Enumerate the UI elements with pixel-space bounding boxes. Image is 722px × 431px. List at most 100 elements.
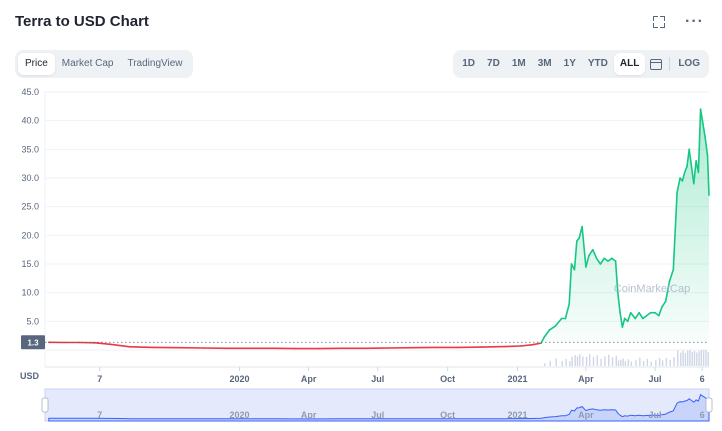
price-segment xyxy=(621,317,626,328)
volume-bar xyxy=(702,350,705,366)
y-tick-label: 35.0 xyxy=(21,144,39,154)
price-segment xyxy=(614,260,619,294)
volume-bar xyxy=(622,358,624,366)
volume-bar xyxy=(661,360,664,366)
price-segment xyxy=(480,345,506,348)
y-tick-label: 15.0 xyxy=(21,259,39,269)
volume-bar xyxy=(655,359,657,366)
volume-bar xyxy=(627,359,630,367)
volume-bar xyxy=(691,351,693,366)
last-price-box xyxy=(21,335,45,350)
y-tick-label: 25.0 xyxy=(21,202,39,212)
price-segment xyxy=(588,248,594,257)
price-segment xyxy=(595,257,602,265)
range-1y-button[interactable]: 1Y xyxy=(563,58,576,69)
volume-bar xyxy=(646,358,649,366)
volume-bar xyxy=(650,361,652,366)
price-segment xyxy=(661,300,667,308)
price-segment xyxy=(697,108,702,174)
navigator-label: Jul xyxy=(371,410,384,420)
volume-bar xyxy=(696,352,698,366)
price-segment xyxy=(668,268,675,283)
more-icon[interactable]: ··· xyxy=(685,13,704,30)
volume-bar xyxy=(705,350,707,366)
price-segment xyxy=(585,254,590,268)
volume-bar xyxy=(669,359,671,366)
navigator-label: 6 xyxy=(700,410,705,420)
x-tick-label: Apr xyxy=(578,374,594,384)
price-segment xyxy=(626,311,632,323)
y-tick-label: 40.0 xyxy=(21,116,39,126)
volume-bars xyxy=(544,350,709,367)
price-segment xyxy=(702,122,707,139)
price-segment xyxy=(503,345,522,348)
price-segment xyxy=(109,343,131,348)
range-1d-button[interactable]: 1D xyxy=(462,58,476,69)
price-segment xyxy=(692,160,697,185)
tab-price[interactable]: Price xyxy=(18,53,55,75)
x-tick-label: 7 xyxy=(97,374,102,384)
calendar-icon[interactable] xyxy=(650,58,663,70)
volume-bar xyxy=(574,355,576,366)
volume-bar xyxy=(565,359,567,366)
navigator-label: 7 xyxy=(97,410,102,420)
volume-bar xyxy=(555,358,557,366)
price-segment xyxy=(688,148,693,168)
volume-bar xyxy=(596,355,598,366)
x-tick-label: Jul xyxy=(649,374,662,384)
volume-bar xyxy=(569,361,571,366)
price-segment xyxy=(629,311,637,320)
y-tick-label: 20.0 xyxy=(21,230,39,240)
chart-type-tabs: Price Market Cap TradingView xyxy=(15,50,193,78)
range-tabs: 1D 7D 1M 3M 1Y YTD ALL LOG xyxy=(453,50,709,78)
fullscreen-icon[interactable] xyxy=(653,16,666,28)
range-ytd-button[interactable]: YTD xyxy=(587,58,608,69)
price-segment xyxy=(704,137,709,156)
last-price-label: 1.3 xyxy=(27,338,39,347)
top-icons: ··· xyxy=(653,13,704,30)
log-scale-button[interactable]: LOG xyxy=(678,58,700,69)
navigator[interactable]: 7 2020 Apr Jul Oct 2021 Apr Jul 6 xyxy=(41,388,713,422)
price-segment xyxy=(706,154,710,196)
volume-bar xyxy=(689,350,691,366)
price-segment xyxy=(658,306,663,317)
volume-bar xyxy=(693,350,696,366)
navigator-label: Apr xyxy=(578,410,594,420)
price-segment xyxy=(548,325,557,331)
price-segment xyxy=(564,303,571,320)
x-tick-label: 2021 xyxy=(508,374,528,384)
range-7d-button[interactable]: 7D xyxy=(487,58,500,69)
price-segment xyxy=(638,311,644,320)
volume-bar xyxy=(635,360,637,366)
navigator-handle-left xyxy=(41,397,49,413)
volume-bar xyxy=(592,356,595,366)
tab-tradingview[interactable]: TradingView xyxy=(127,58,183,69)
y-tick-label: 30.0 xyxy=(21,173,39,183)
x-tick-label: Apr xyxy=(301,374,317,384)
volume-bar xyxy=(585,356,588,366)
range-1m-button[interactable]: 1M xyxy=(511,58,526,69)
price-segment xyxy=(676,177,681,194)
volume-bar xyxy=(698,351,700,366)
price-segment xyxy=(573,240,578,271)
volume-bar xyxy=(608,354,610,366)
x-tick-label: Jul xyxy=(371,374,384,384)
navigator-label: Jul xyxy=(649,410,662,420)
price-segment xyxy=(554,317,563,327)
price-area xyxy=(48,109,709,343)
volume-bar xyxy=(589,354,591,366)
range-3m-button[interactable]: 3M xyxy=(537,58,552,69)
volume-bar xyxy=(673,357,675,366)
price-segment xyxy=(672,191,678,271)
volume-bar xyxy=(639,357,641,366)
price-segment xyxy=(519,343,533,347)
volume-bar xyxy=(624,361,627,366)
price-segment xyxy=(616,291,621,314)
volume-bar xyxy=(665,358,668,366)
volume-bar xyxy=(684,353,687,366)
range-all-button[interactable]: ALL xyxy=(613,53,646,75)
tab-market-cap[interactable]: Market Cap xyxy=(61,58,114,69)
price-segment xyxy=(664,280,671,303)
volume-bar xyxy=(571,356,573,367)
